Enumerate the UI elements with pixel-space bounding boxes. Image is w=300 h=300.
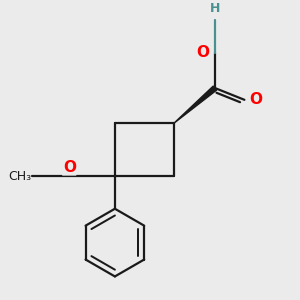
Text: O: O xyxy=(250,92,263,107)
Text: O: O xyxy=(63,160,76,175)
Text: CH₃: CH₃ xyxy=(8,170,31,183)
Text: O: O xyxy=(197,45,210,60)
Polygon shape xyxy=(174,86,217,123)
Text: H: H xyxy=(210,2,220,15)
